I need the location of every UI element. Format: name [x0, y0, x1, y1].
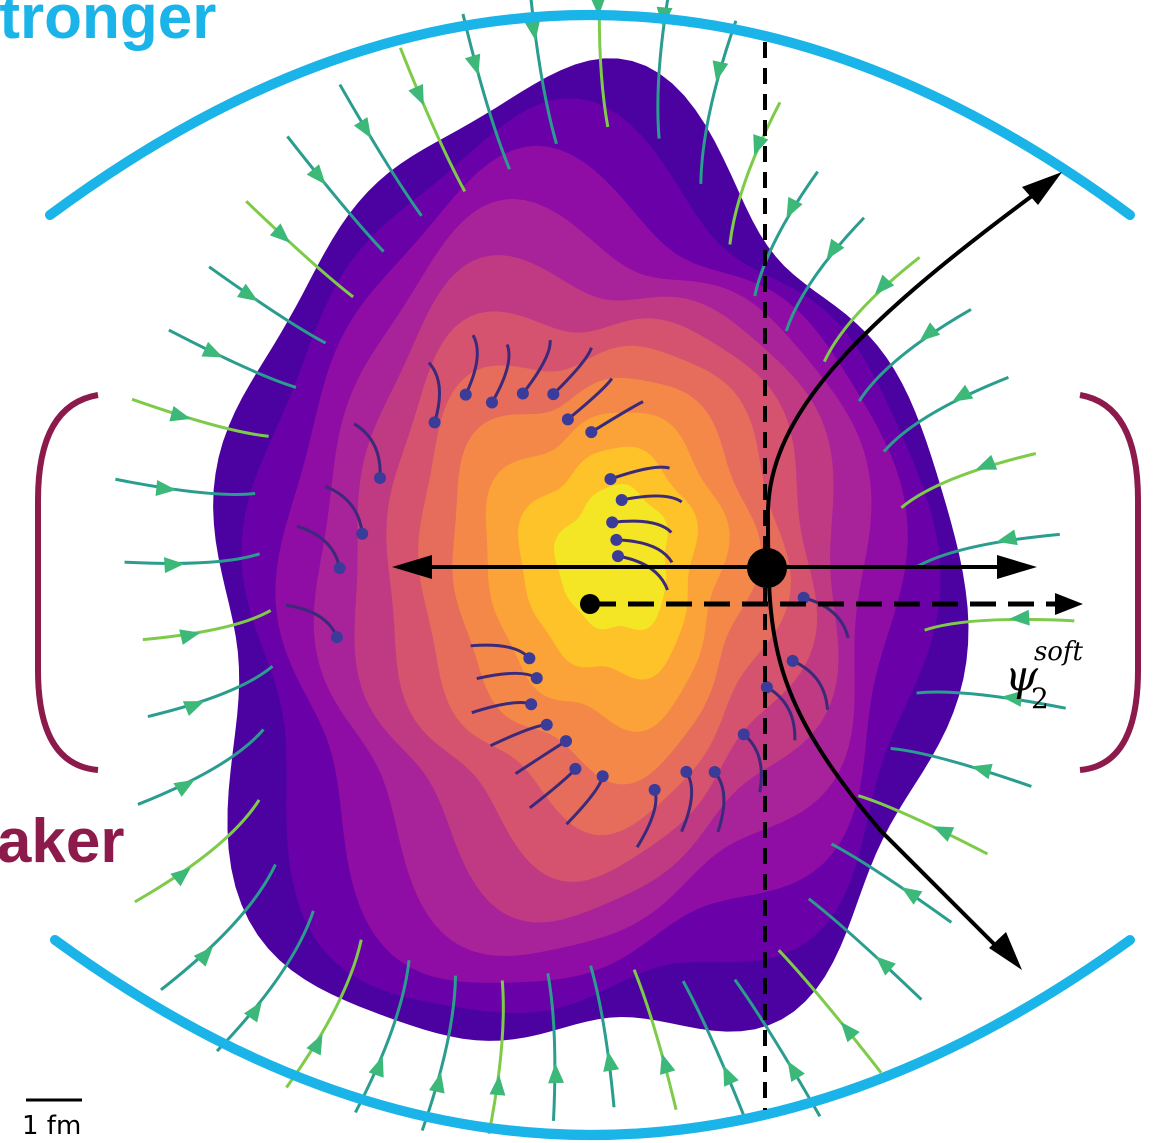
arrow-head	[989, 932, 1022, 970]
flow-arrow	[901, 887, 922, 905]
flow-arrow	[525, 698, 537, 710]
flow-arrow	[597, 770, 609, 782]
flow-arrow	[569, 763, 581, 775]
flow-arrow	[649, 784, 661, 796]
flow-arrow	[560, 735, 572, 747]
flow-arrow	[761, 681, 773, 693]
flow-arrow	[486, 397, 498, 409]
flow-arrow	[976, 455, 998, 470]
flow-arrow	[788, 1061, 805, 1082]
flow-arrow	[603, 1051, 619, 1072]
flow-arrow	[429, 416, 441, 428]
right-bracket	[1080, 395, 1138, 770]
scale-label: 1 fm	[22, 1111, 81, 1141]
flow-arrow	[194, 947, 213, 967]
flow-arrow	[408, 84, 423, 106]
flow-arrow	[201, 342, 223, 358]
arrow-head	[997, 555, 1037, 579]
flow-arrow	[531, 672, 543, 684]
flow-arrow	[738, 728, 750, 740]
flow-arrow	[585, 426, 597, 438]
figure: Stronger Weaker ψsoft2 1 fm	[0, 0, 1153, 1143]
flow-arrow	[169, 406, 190, 421]
flow-arrow	[541, 719, 553, 731]
flow-arrow	[723, 1065, 738, 1087]
flow-arrow	[604, 473, 616, 485]
flow-arrow	[374, 472, 386, 484]
flow-arrow	[612, 550, 624, 562]
flow-arrow	[787, 655, 799, 667]
flow-arrow	[933, 826, 955, 842]
energy-density	[213, 58, 968, 1041]
flow-arrow	[1009, 610, 1029, 626]
flow-arrow	[173, 780, 194, 797]
flow-arrow	[547, 388, 559, 400]
flow-arrow	[971, 764, 992, 779]
flow-arrow	[875, 275, 894, 295]
flow-arrow	[429, 1072, 445, 1093]
flow-arrow	[548, 1063, 564, 1083]
center-dot	[580, 594, 600, 614]
flow-arrow	[523, 652, 535, 664]
stronger-label: Stronger	[0, 0, 216, 52]
flow-arrow	[354, 117, 371, 138]
flow-arrow	[709, 766, 721, 778]
flow-arrow	[786, 197, 802, 218]
flow-arrow	[713, 60, 729, 81]
flow-arrow	[920, 322, 941, 341]
flow-arrow	[610, 534, 622, 546]
flow-arrow	[616, 494, 628, 506]
flow-arrow	[307, 164, 326, 184]
flow-arrow	[460, 389, 472, 401]
flow-arrow	[660, 1053, 675, 1074]
flow-arrow	[465, 54, 480, 75]
arrow-head	[1055, 593, 1083, 615]
flow-arrow	[164, 557, 184, 573]
flow-arrow	[952, 385, 973, 402]
flow-arrow	[170, 867, 191, 886]
hotspot-dot	[747, 548, 787, 588]
flow-arrow	[517, 388, 529, 400]
flow-arrow	[356, 528, 368, 540]
flow-arrow	[331, 631, 343, 643]
weaker-label: Weaker	[0, 807, 124, 876]
left-bracket	[38, 395, 98, 770]
flow-arrow	[606, 516, 618, 528]
flow-arrow	[334, 562, 346, 574]
flow-arrow	[841, 1022, 860, 1042]
flow-arrow	[237, 284, 258, 302]
flow-arrow	[680, 766, 692, 778]
flow-arrow	[183, 701, 205, 716]
flow-arrow	[562, 413, 574, 425]
flow-arrow	[369, 1056, 384, 1078]
